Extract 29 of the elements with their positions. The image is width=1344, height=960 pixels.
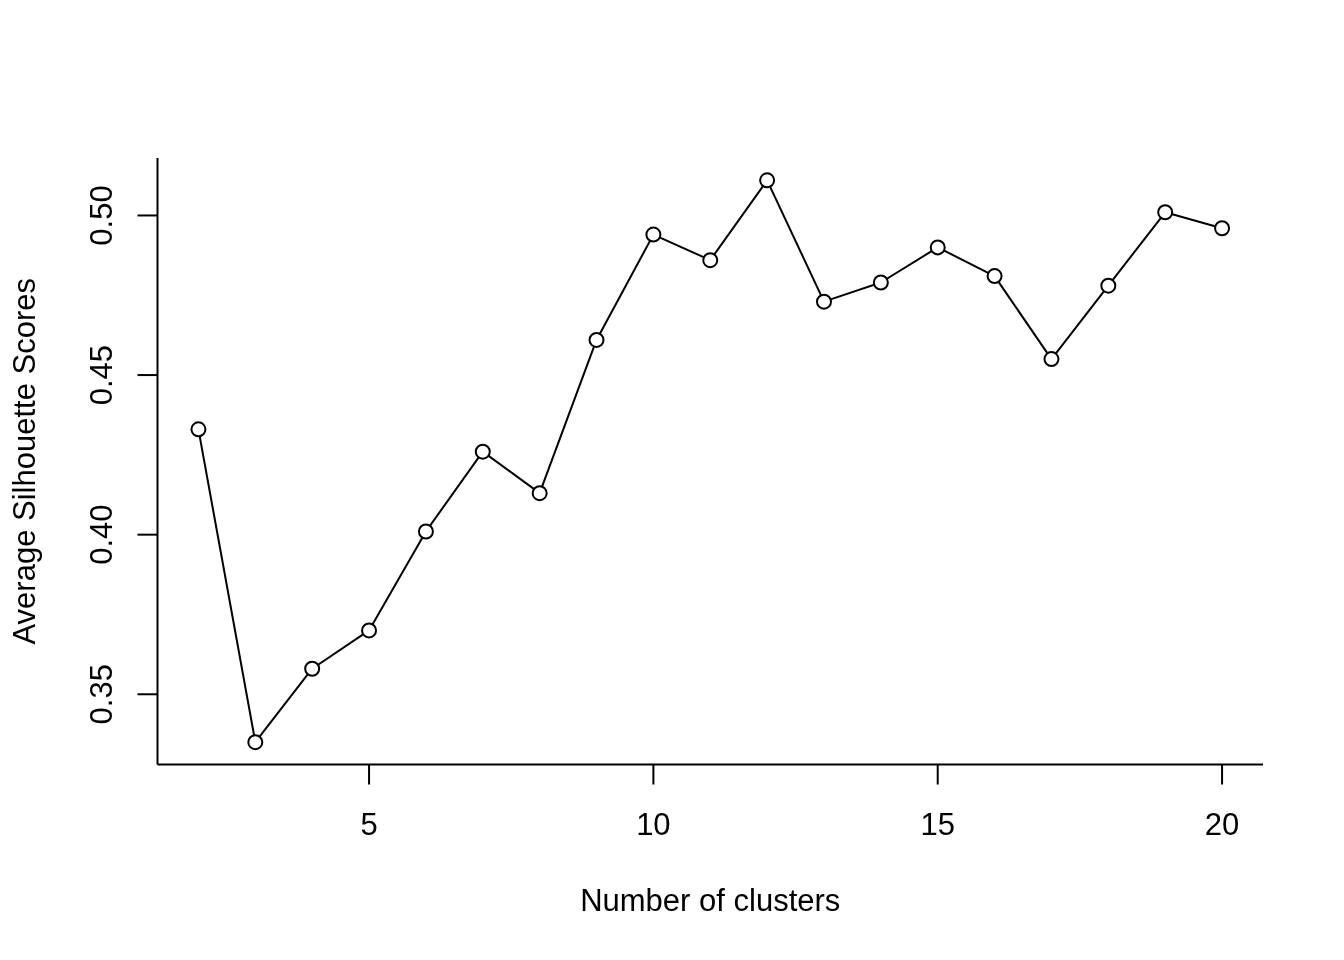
point: [190, 421, 207, 438]
point: [929, 239, 946, 256]
x-tick-label: 15: [920, 806, 955, 842]
x-tick-label: 20: [1204, 806, 1240, 842]
point: [247, 734, 264, 751]
x-tick-label: 10: [636, 806, 671, 842]
point: [1043, 351, 1060, 368]
y-tick-label: 0.35: [83, 664, 119, 725]
point: [304, 660, 321, 677]
point: [588, 331, 605, 348]
y-tick-label: 0.50: [83, 185, 119, 246]
point: [986, 268, 1003, 285]
y-tick-label: 0.45: [83, 344, 119, 406]
point: [759, 172, 776, 189]
point: [531, 485, 548, 502]
point: [702, 252, 719, 269]
point: [1100, 277, 1117, 294]
x-axis-title: Number of clusters: [580, 883, 841, 918]
point: [417, 523, 434, 540]
point: [474, 443, 491, 460]
x-tick-label: 5: [360, 806, 378, 842]
point: [1157, 204, 1174, 221]
point: [645, 226, 662, 243]
point: [361, 622, 378, 639]
point: [1214, 220, 1231, 237]
point: [872, 274, 889, 291]
y-axis-title: Average Silhouette Scores: [7, 278, 42, 645]
y-tick-label: 0.40: [83, 504, 119, 565]
point: [815, 293, 832, 310]
